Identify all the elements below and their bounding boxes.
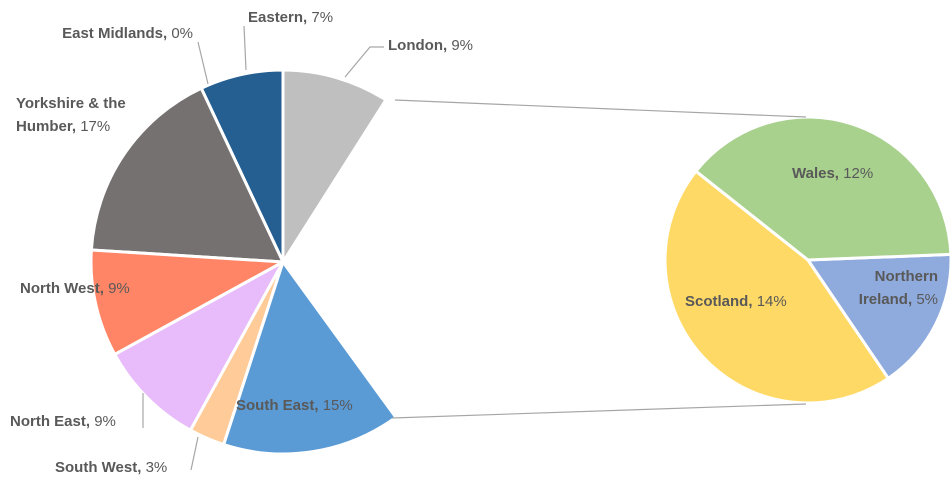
category: Eastern — [248, 9, 307, 26]
value-label: 12% — [843, 165, 874, 182]
pie-slice — [113, 260, 285, 432]
slice-label: North East 9% — [10, 410, 116, 433]
pie-slice — [694, 115, 951, 262]
category: Wales — [792, 165, 839, 182]
value-label: 17% — [80, 118, 111, 135]
category: East Midlands — [62, 25, 167, 42]
category: South West — [55, 459, 141, 476]
pie-slice — [281, 68, 388, 264]
slice-label: Yorkshire & the Humber 17% — [16, 92, 156, 138]
slice-label: Scotland 14% — [685, 290, 787, 313]
value-label: 9% — [94, 413, 116, 430]
slice-label: Wales 12% — [792, 162, 873, 185]
value-label: 0% — [171, 25, 193, 42]
category: North West — [20, 280, 104, 297]
category: North East — [10, 413, 90, 430]
slice-label: South East 15% — [236, 394, 353, 417]
value-label: 7% — [311, 9, 334, 26]
pie-slice — [663, 169, 890, 405]
leader-line — [344, 46, 384, 78]
connector-line — [394, 99, 807, 118]
pie-slice — [89, 248, 285, 356]
value-label: 9% — [108, 280, 130, 297]
leader-line — [197, 41, 209, 85]
category: Scotland — [685, 293, 753, 310]
leader-line — [190, 436, 199, 471]
value-label: 3% — [145, 459, 168, 476]
connector-line — [391, 403, 807, 419]
slice-label: South West 3% — [55, 456, 167, 479]
value-label: 15% — [322, 397, 353, 414]
category: South East — [236, 397, 319, 414]
category: London — [388, 37, 447, 54]
pie-slice — [89, 86, 285, 264]
pie-slice — [222, 260, 398, 456]
slice-label: Eastern 7% — [248, 6, 333, 29]
value-label: 14% — [756, 293, 787, 310]
slice-label: North West 9% — [20, 277, 130, 300]
slice-label: East Midlands 0% — [62, 22, 193, 45]
slice-label: London 9% — [388, 34, 473, 57]
slice-label: Northern Ireland 5% — [848, 265, 938, 311]
leader-line — [243, 25, 247, 71]
value-label: 9% — [451, 37, 474, 54]
value-label: 5% — [916, 291, 938, 308]
